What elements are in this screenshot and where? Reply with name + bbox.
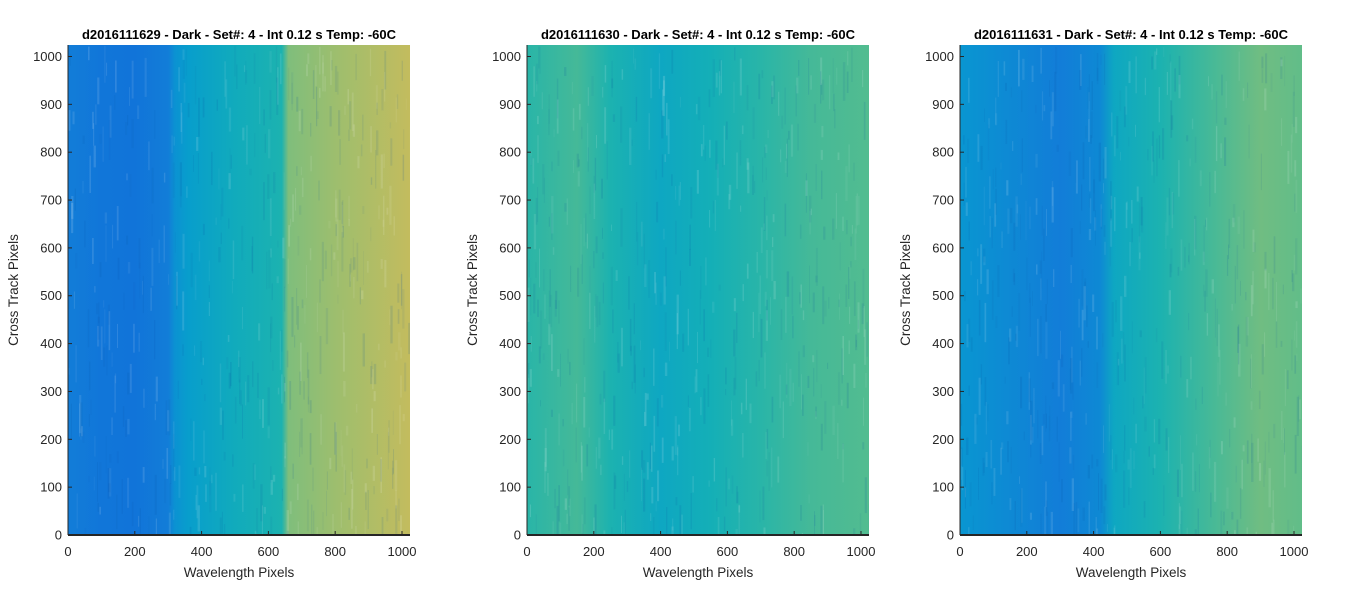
y-tick-label: 900	[932, 97, 954, 112]
y-tick-label: 800	[499, 145, 521, 160]
y-axis-label: Cross Track Pixels	[6, 234, 21, 346]
y-tick-label: 0	[514, 528, 521, 543]
heatmap-panel-3: 0 200 400 600 800 1000 0 100 200 300 400 500 600 700 8…	[898, 27, 1308, 580]
chart-title: d2016111629 - Dark - Set#: 4 - Int 0.12 …	[82, 27, 397, 42]
y-tick-label: 300	[499, 384, 521, 399]
x-tick-label: 200	[1016, 544, 1038, 559]
y-tick-label: 200	[40, 432, 62, 447]
y-tick-label: 600	[932, 240, 954, 255]
y-tick-label: 100	[40, 480, 62, 495]
chart-title: d2016111631 - Dark - Set#: 4 - Int 0.12 …	[974, 27, 1289, 42]
y-tick-label: 600	[499, 240, 521, 255]
x-tick-label: 1000	[1280, 544, 1309, 559]
heatmap-texture	[68, 45, 410, 535]
y-tick-label: 300	[932, 384, 954, 399]
y-tick-label: 700	[499, 193, 521, 208]
x-tick-label: 800	[783, 544, 805, 559]
x-tick-label: 400	[650, 544, 672, 559]
y-tick-label: 700	[40, 193, 62, 208]
x-tick-label: 200	[583, 544, 605, 559]
y-tick-label: 500	[932, 288, 954, 303]
y-tick-label: 900	[40, 97, 62, 112]
y-axis-label: Cross Track Pixels	[898, 234, 913, 346]
x-tick-label: 400	[191, 544, 213, 559]
x-tick-label: 1000	[847, 544, 876, 559]
x-tick-label: 0	[523, 544, 530, 559]
y-tick-label: 1000	[33, 49, 62, 64]
y-tick-label: 500	[499, 288, 521, 303]
heatmap-texture	[527, 46, 869, 535]
heatmap-image	[960, 45, 1302, 535]
x-tick-label: 400	[1083, 544, 1105, 559]
y-tick-label: 100	[932, 480, 954, 495]
x-tick-label: 600	[258, 544, 280, 559]
chart-title: d2016111630 - Dark - Set#: 4 - Int 0.12 …	[541, 27, 856, 42]
y-tick-label: 400	[932, 336, 954, 351]
x-tick-label: 600	[717, 544, 739, 559]
x-tick-label: 600	[1150, 544, 1172, 559]
heatmap-panel-1: 0 200 400 600 800 1000 0 100 200 300 400 500 600 700 8…	[6, 27, 416, 580]
y-tick-label: 500	[40, 288, 62, 303]
x-tick-label: 1000	[388, 544, 417, 559]
y-tick-label: 200	[499, 432, 521, 447]
x-tick-label: 800	[1216, 544, 1238, 559]
y-tick-label: 1000	[492, 49, 521, 64]
x-axis-label: Wavelength Pixels	[643, 565, 754, 580]
x-tick-label: 800	[324, 544, 346, 559]
y-tick-label: 1000	[925, 49, 954, 64]
y-tick-label: 400	[499, 336, 521, 351]
x-axis-label: Wavelength Pixels	[184, 565, 295, 580]
heatmap-panel-2: 0 200 400 600 800 1000 0 100 200 300 400 500 600 700 8…	[465, 27, 875, 580]
y-tick-label: 800	[932, 145, 954, 160]
heatmap-texture	[960, 47, 1302, 535]
heatmap-image	[68, 45, 410, 535]
x-axis-label: Wavelength Pixels	[1076, 565, 1187, 580]
y-tick-label: 0	[947, 528, 954, 543]
y-axis-label: Cross Track Pixels	[465, 234, 480, 346]
y-tick-label: 600	[40, 240, 62, 255]
y-tick-label: 200	[932, 432, 954, 447]
y-tick-label: 0	[55, 528, 62, 543]
y-tick-label: 700	[932, 193, 954, 208]
y-tick-label: 900	[499, 97, 521, 112]
y-tick-label: 400	[40, 336, 62, 351]
heatmap-image	[527, 45, 869, 535]
x-tick-label: 200	[124, 544, 146, 559]
x-tick-label: 0	[64, 544, 71, 559]
x-tick-label: 0	[956, 544, 963, 559]
y-tick-label: 100	[499, 480, 521, 495]
y-tick-label: 800	[40, 145, 62, 160]
y-tick-label: 300	[40, 384, 62, 399]
